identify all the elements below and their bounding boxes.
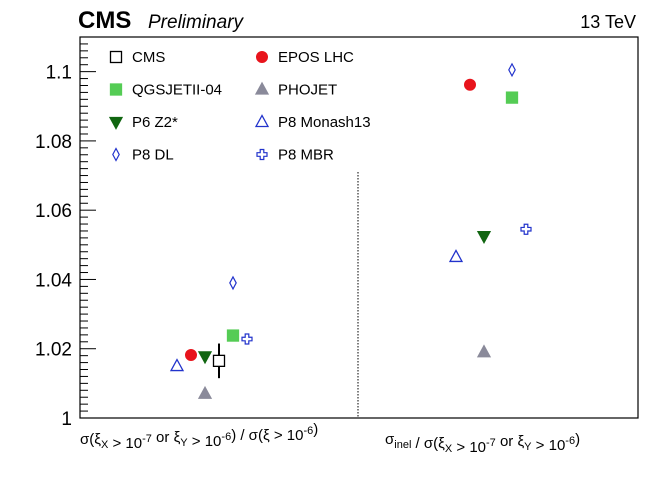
p8-monash13-point — [448, 249, 464, 263]
phojet-point — [197, 385, 213, 399]
plot-frame — [79, 36, 639, 419]
legend-epos-lhc-marker — [256, 51, 268, 63]
p8-monash13-point — [169, 358, 185, 372]
legend-p8-monash13-label: P8 Monash13 — [278, 114, 371, 131]
y-tick-label: 1.06 — [35, 201, 72, 222]
energy-label: 13 TeV — [580, 12, 636, 32]
qgsjetii-04-point — [226, 329, 240, 342]
y-tick-label: 1.1 — [46, 63, 72, 84]
p8-dl-point — [508, 62, 516, 78]
p6-z2-point — [197, 351, 213, 365]
experiment-label: CMS — [78, 7, 131, 34]
legend-phojet-label: PHOJET — [278, 82, 337, 99]
data-points — [169, 62, 532, 399]
phojet-point — [476, 344, 492, 358]
legend-phojet-marker — [254, 81, 270, 95]
legend-p8-mbr-marker — [256, 148, 268, 161]
legend-p8-monash13-marker — [254, 114, 270, 128]
y-tick-label: 1.02 — [35, 340, 72, 361]
legend-p8-dl-label: P8 DL — [132, 147, 174, 164]
legend-epos-lhc-label: EPOS LHC — [278, 49, 354, 66]
legend-cms-label: CMS — [132, 49, 165, 66]
qgsjetii-04-point — [505, 91, 519, 104]
p6-z2-point — [476, 231, 492, 245]
category-label-left: σ(ξX > 10-7 or ξY > 10-6) / σ(ξ > 10-6) — [80, 421, 318, 452]
p8-mbr-point — [241, 333, 253, 345]
chart-header: CMS Preliminary 13 TeV — [78, 7, 636, 34]
y-axis: 1 1.02 1.04 1.06 1.08 1.1 — [35, 36, 96, 430]
legend-p8-mbr-label: P8 MBR — [278, 147, 334, 164]
y-tick-label: 1.08 — [35, 132, 72, 153]
y-tick-label: 1 — [61, 409, 72, 430]
legend: CMS EPOS LHC QGSJETII-04 PHOJET P6 Z2* P8 Mon… — [108, 49, 371, 164]
category-label-right: σinel / σ(ξX > 10-7 or ξY > 10-6) — [385, 431, 580, 456]
category-labels: σ(ξX > 10-7 or ξY > 10-6) / σ(ξ > 10-6) σ… — [80, 421, 580, 456]
legend-qgsjetii-04-label: QGSJETII-04 — [132, 82, 222, 99]
cms-point — [212, 354, 226, 368]
epos-lhc-point — [464, 78, 476, 91]
legend-cms-marker — [109, 50, 123, 64]
epos-lhc-point — [185, 348, 197, 361]
p8-dl-point — [229, 275, 237, 291]
legend-p6-z2-marker — [108, 116, 124, 130]
legend-p8-dl-marker — [112, 147, 120, 162]
legend-qgsjetii-04-marker — [109, 83, 123, 96]
legend-p6-z2-label: P6 Z2* — [132, 114, 178, 131]
status-label: Preliminary — [148, 12, 245, 33]
p8-mbr-point — [520, 223, 532, 235]
y-tick-label: 1.04 — [35, 270, 72, 291]
